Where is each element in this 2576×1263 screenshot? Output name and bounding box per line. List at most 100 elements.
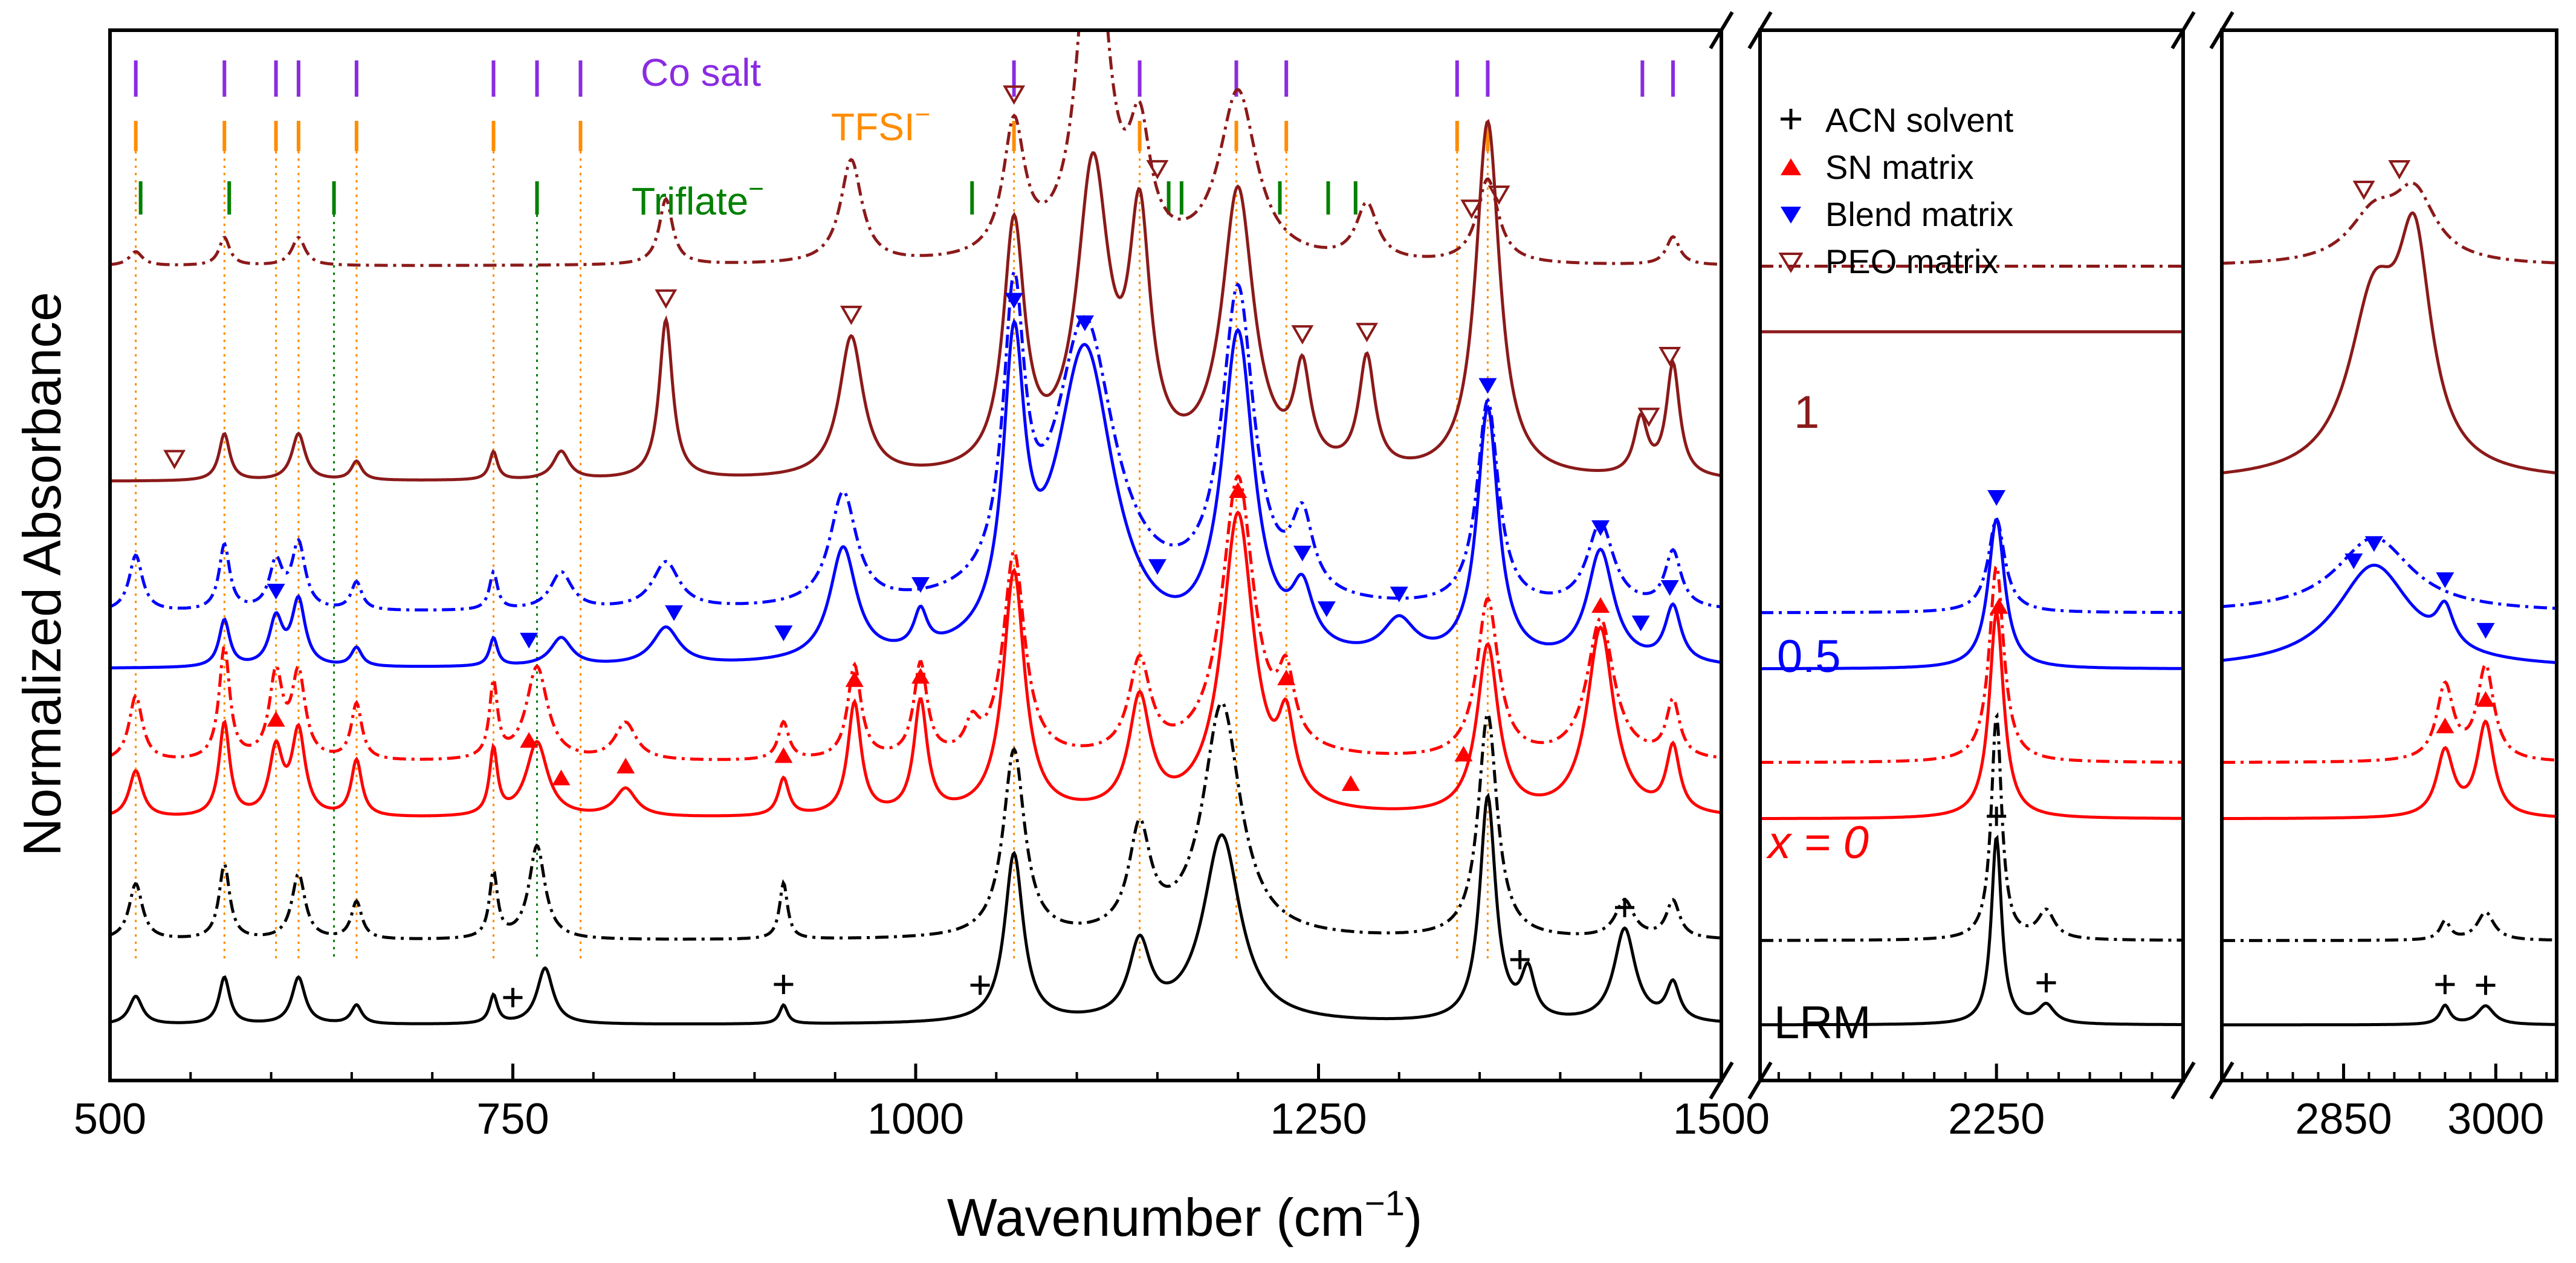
plot-frame: [108, 11, 2558, 1100]
triangle-down-icon: [1660, 580, 1679, 596]
group-label-1: 1: [1794, 387, 1819, 438]
triangle-down-icon: [1631, 615, 1650, 632]
triangle-down-open-icon: [1487, 185, 1510, 205]
group-label-0-5: 0.5: [1777, 631, 1841, 682]
plus-icon: [1615, 897, 1635, 917]
triangle-down-icon: [2436, 572, 2455, 589]
triangle-down-icon: [1987, 490, 2006, 506]
peak-markers: [163, 85, 2496, 1007]
panel-frame-2: [2220, 28, 2558, 1082]
legend-label-peo: PEO matrix: [1825, 242, 1998, 280]
plus-icon: [503, 987, 523, 1007]
series-line-5: [2222, 719, 2557, 820]
triangle-down-open-icon: [2388, 160, 2411, 179]
legend-entry-acn: ACN solvent: [1781, 101, 2014, 139]
panel-frame-1: [1758, 28, 2185, 1082]
legend-label-sn: SN matrix: [1825, 148, 1974, 186]
triangle-down-open-icon: [1291, 325, 1314, 345]
triangle-down-icon: [1075, 315, 1094, 332]
triangle-down-icon: [1781, 207, 1801, 224]
triangle-down-icon: [2345, 553, 2363, 569]
axis-break-mark: [1747, 11, 1773, 50]
series-line-0: [110, 30, 1721, 267]
x-tick-label: 750: [476, 1095, 549, 1143]
series-line-2: [110, 268, 1721, 612]
co-salt-label: Co salt: [641, 51, 761, 94]
triangle-down-open-icon: [1778, 253, 1804, 273]
triangle-up-icon: [1229, 482, 1248, 499]
group-labels: 1 0.5 x = 0 LRM: [1765, 387, 1871, 1048]
triangle-down-open-icon: [1659, 347, 1681, 367]
reference-line-labels: Co salt TFSI− Triflate−: [632, 51, 930, 223]
series-line-6: [2222, 910, 2557, 942]
reference-lines: [134, 60, 1675, 960]
legend: ACN solvent SN matrix Blend matrix PEO m…: [1778, 101, 2014, 280]
triangle-down-open-icon: [1146, 160, 1169, 179]
triangle-up-icon: [1781, 158, 1801, 175]
triangle-down-open-icon: [840, 305, 862, 325]
axis-break-mark: [2209, 1061, 2235, 1100]
triangle-up-icon: [1341, 775, 1360, 791]
triangle-down-icon: [520, 633, 539, 649]
series-line-7: [110, 792, 1721, 1026]
x-tick-label: 2250: [1948, 1095, 2045, 1143]
series-line-3: [110, 318, 1721, 670]
axis-break-mark: [2209, 11, 2235, 50]
triangle-down-icon: [1591, 520, 1610, 536]
triangle-down-open-icon: [2352, 181, 2375, 201]
legend-entry-peo: PEO matrix: [1778, 242, 1998, 280]
triangle-up-icon: [2436, 717, 2455, 734]
series-line-1: [110, 118, 1721, 483]
plus-icon: [774, 975, 794, 995]
triangle-up-icon: [1591, 597, 1610, 613]
triangle-up-icon: [267, 711, 285, 727]
triangle-up-icon: [2476, 691, 2495, 707]
x-tick-label: 3000: [2447, 1095, 2544, 1143]
triangle-up-icon: [911, 668, 930, 684]
triangle-up-icon: [1990, 598, 2008, 614]
triangle-down-icon: [1005, 292, 1023, 309]
triangle-down-open-icon: [1356, 323, 1378, 343]
triangle-down-icon: [774, 625, 793, 642]
tfsi-label: TFSI−: [831, 100, 930, 149]
series-line-3: [1760, 517, 2183, 671]
triangle-down-icon: [911, 577, 930, 593]
series-line-5: [110, 510, 1721, 818]
triangle-up-icon: [1277, 670, 1296, 686]
series-line-4: [110, 474, 1721, 761]
triangle-down-icon: [665, 605, 684, 621]
legend-entry-sn: SN matrix: [1781, 148, 1974, 186]
x-tick-label: 1250: [1270, 1095, 1367, 1143]
triangle-up-icon: [845, 671, 864, 687]
x-tick-label: 2850: [2295, 1095, 2392, 1143]
series-line-2: [2222, 536, 2557, 610]
triangle-down-open-icon: [655, 289, 678, 309]
plus-icon: [1987, 806, 2007, 826]
triangle-down-icon: [1390, 586, 1408, 602]
triangle-down-icon: [1148, 559, 1167, 575]
plus-icon: [970, 975, 990, 995]
series-line-7: [1760, 835, 2183, 1027]
axis-break-mark: [1747, 1061, 1773, 1100]
x-tick-label: 500: [74, 1095, 146, 1143]
legend-label-acn: ACN solvent: [1825, 101, 2014, 139]
series-line-3: [2222, 563, 2557, 664]
triangle-down-icon: [2364, 536, 2383, 552]
triangle-down-open-icon: [1637, 407, 1660, 427]
series-line-2: [1760, 517, 2183, 615]
triangle-up-icon: [1454, 746, 1473, 762]
legend-label-blend: Blend matrix: [1825, 195, 2013, 233]
triangle-down-icon: [1317, 601, 1336, 618]
triflate-label: Triflate−: [632, 174, 764, 223]
series-line-6: [110, 701, 1721, 941]
group-label-lrm: LRM: [1774, 997, 1871, 1048]
series-line-5: [1760, 611, 2183, 820]
plus-icon: [2435, 975, 2455, 995]
plus-icon: [2036, 973, 2056, 993]
x-axis-ticks: 500 750 1000 1250 1500 2250 2850 3000: [74, 1064, 2548, 1143]
triangle-down-icon: [267, 584, 285, 600]
triangle-up-icon: [616, 757, 635, 774]
triangle-down-icon: [1293, 545, 1312, 561]
triangle-down-open-icon: [163, 450, 186, 470]
